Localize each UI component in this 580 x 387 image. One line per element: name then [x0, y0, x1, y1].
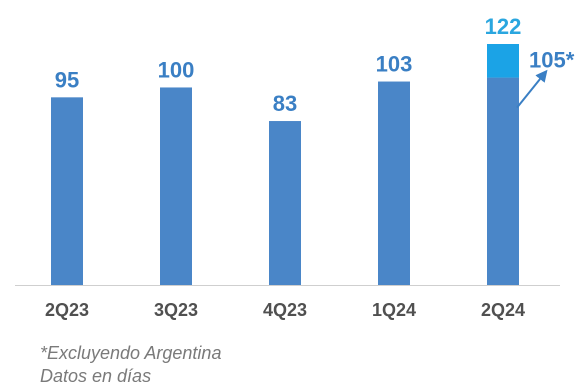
bar-4q23: [269, 121, 301, 285]
bars-group: [51, 44, 519, 286]
bar-2q24: [487, 77, 519, 285]
x-tick-label-1q24: 1Q24: [372, 300, 416, 320]
x-tick-labels-group: 2Q23 3Q23 4Q23 1Q24 2Q24: [45, 300, 525, 320]
bar-2q23: [51, 97, 83, 286]
footnote-data-in-days: Datos en días: [40, 366, 152, 386]
x-tick-label-3q23: 3Q23: [154, 300, 198, 320]
bar-3q23: [160, 87, 192, 285]
footnote-excluding-argentina: *Excluyendo Argentina: [40, 343, 222, 363]
value-label-2q23: 95: [55, 67, 79, 92]
x-tick-label-2q23: 2Q23: [45, 300, 89, 320]
value-label-3q23: 100: [158, 57, 195, 82]
x-tick-label-2q24: 2Q24: [481, 300, 525, 320]
annotation-arrow: [516, 69, 548, 109]
bar-1q24: [378, 81, 410, 286]
value-label-2q24: 122: [485, 14, 522, 39]
x-tick-label-4q23: 4Q23: [263, 300, 307, 320]
bar-increment-2q24: [487, 44, 519, 78]
annotation-label-excluding-argentina: 105*: [529, 48, 575, 73]
value-label-1q24: 103: [376, 52, 413, 77]
value-labels-group: 95 100 83 103 122: [55, 14, 522, 116]
value-label-4q23: 83: [273, 91, 297, 116]
annotation-group: 105*: [516, 48, 575, 109]
